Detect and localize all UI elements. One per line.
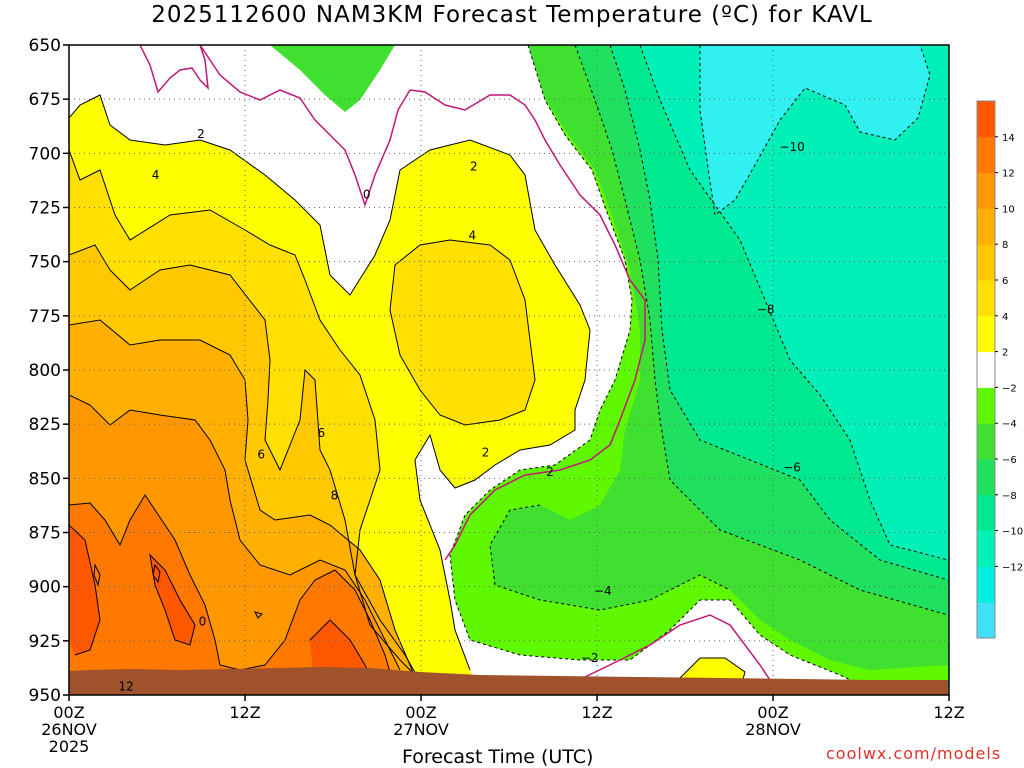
contour-label: −6 [783, 461, 801, 475]
colorbar-label: −4 [1002, 419, 1017, 430]
y-tick-label: 775 [29, 307, 61, 327]
terrain-ground [69, 667, 948, 695]
watermark-link[interactable]: coolwx.com/models [826, 744, 1002, 763]
x-tick-label: 12Z [581, 703, 612, 722]
y-tick-label: 950 [29, 686, 61, 706]
y-tick-label: 675 [29, 90, 61, 110]
colorbar-label: 12 [1002, 169, 1015, 180]
freezing-contours [139, 45, 771, 681]
colorbar-segment [977, 459, 995, 496]
colorbar-segment [977, 315, 995, 353]
colorbar-segment [977, 566, 995, 603]
colorbar-segment [977, 280, 995, 317]
y-tick-label: 900 [29, 578, 61, 598]
y-tick-label: 850 [29, 469, 61, 489]
grid-lines [69, 45, 949, 695]
x-tick-label: 26NOV [41, 720, 97, 739]
x-tick-label: 00Z [53, 703, 84, 722]
region-14b [150, 555, 195, 645]
colorbar-label: 8 [1002, 240, 1008, 251]
region-cyan-cold [700, 45, 930, 215]
y-tick-label: 800 [29, 361, 61, 381]
colorbar-label: −6 [1002, 455, 1017, 466]
positive-contours [69, 94, 746, 691]
region-14 [69, 525, 100, 655]
colorbar-segment [977, 351, 995, 388]
x-tick-label: 00Z [405, 703, 436, 722]
x-tick-label: 28NOV [745, 720, 801, 739]
contour-label: −4 [594, 584, 612, 598]
y-tick-label: 925 [29, 632, 61, 652]
colorbar-label: 14 [1002, 133, 1015, 144]
contour-label: −2 [581, 651, 599, 665]
colorbar-segment [977, 387, 995, 424]
colorbar-segment [977, 602, 995, 639]
contour-label: 2 [546, 465, 554, 479]
colorbar-label: 4 [1002, 312, 1008, 323]
contour-label: −10 [779, 140, 804, 154]
contour-label: 8 [331, 489, 339, 503]
colorbar-segment [977, 101, 995, 138]
colorbar-segment [977, 423, 995, 460]
y-tick-label: 750 [29, 253, 61, 273]
contour-label: 2 [482, 445, 490, 459]
y-tick-label: 700 [29, 144, 61, 164]
colorbar: 14 12 10 8 6 4 2 −2 −4 −6 −8 −10 −12 [976, 100, 1023, 639]
contour-label: 2 [470, 159, 478, 173]
colorbar-segment [977, 172, 995, 209]
x-tick-label: 12Z [229, 703, 260, 722]
x-axis-label: Forecast Time (UTC) [402, 746, 594, 768]
contour-label: 2 [197, 127, 205, 141]
contour-label: 6 [317, 426, 325, 440]
contour-label: 4 [152, 168, 160, 182]
chart-title: 2025112600 NAM3KM Forecast Temperature (… [151, 2, 873, 28]
colorbar-label: 10 [1002, 204, 1015, 215]
colorbar-label: 2 [1002, 348, 1008, 359]
contour-label: −8 [757, 302, 775, 316]
y-tick-label: 825 [29, 415, 61, 435]
y-axis: 650 675 700 725 750 775 800 825 850 875 900 925 950 [29, 36, 69, 706]
colorbar-label: −2 [1002, 383, 1017, 394]
y-tick-label: 650 [29, 36, 61, 56]
contour-labels: 2 4 0 2 4 6 6 8 2 2 −2 −4 −6 −8 −10 12 0 [119, 127, 805, 693]
x-tick-label: 00Z [757, 703, 788, 722]
colorbar-segment [977, 494, 995, 532]
colorbar-segment [977, 244, 995, 281]
colorbar-segment [977, 136, 995, 174]
contour-label: 12 [119, 679, 134, 693]
colorbar-label: −10 [1002, 527, 1023, 538]
region-4b [390, 240, 535, 425]
x-tick-label: 2025 [49, 737, 90, 756]
colorbar-label: 6 [1002, 276, 1008, 287]
colorbar-frame [976, 100, 996, 639]
contour-label: 0 [363, 188, 371, 202]
contour-label: 0 [199, 614, 207, 628]
contour-label: 4 [469, 229, 477, 243]
negative-contours [449, 45, 949, 691]
colorbar-segment [977, 208, 995, 245]
colorbar-label: −8 [1002, 491, 1017, 502]
contour-label: 6 [257, 448, 265, 462]
region-green-top [270, 45, 395, 112]
x-tick-label: 27NOV [393, 720, 449, 739]
y-tick-label: 875 [29, 524, 61, 544]
colorbar-label: −12 [1002, 562, 1023, 573]
x-tick-label: 12Z [933, 703, 964, 722]
colorbar-segment [977, 530, 995, 567]
y-tick-label: 725 [29, 199, 61, 219]
